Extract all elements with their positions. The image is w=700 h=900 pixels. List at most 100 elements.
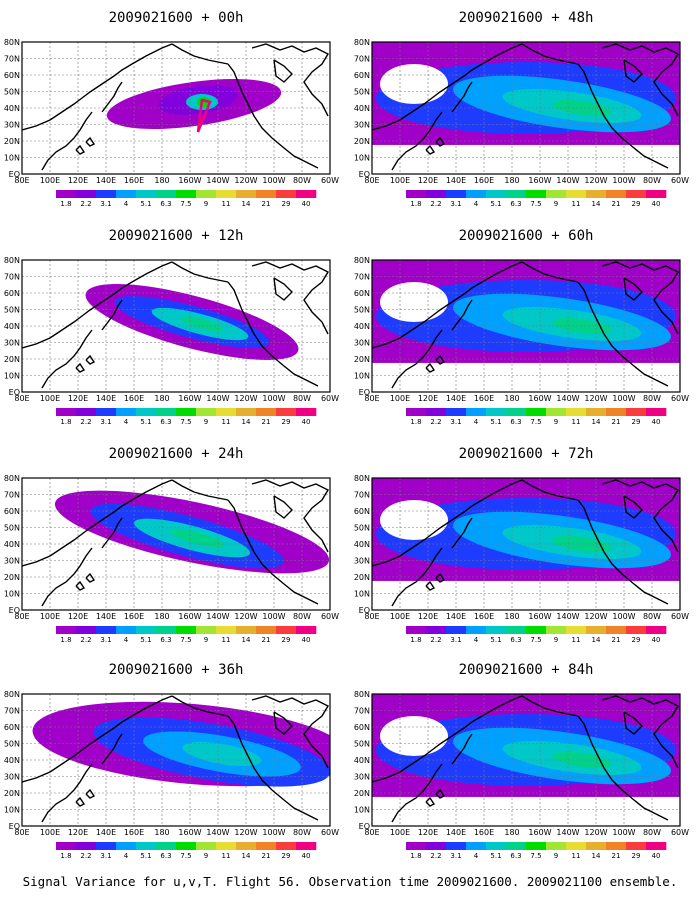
panel-title: 2009021600 + 60h bbox=[459, 228, 594, 244]
colorbar-label: 40 bbox=[302, 200, 311, 208]
colorbar-swatch bbox=[586, 626, 607, 634]
colorbar-label: 7.5 bbox=[180, 636, 191, 644]
colorbar-label: 40 bbox=[652, 636, 661, 644]
colorbar-label: 7.5 bbox=[530, 636, 541, 644]
colorbar-swatch bbox=[466, 408, 487, 416]
colorbar-swatch bbox=[406, 408, 427, 416]
colorbar-label: 7.5 bbox=[180, 418, 191, 426]
colorbar-label: 1.8 bbox=[410, 418, 421, 426]
y-tick-label: EQ bbox=[9, 822, 20, 831]
colorbar-swatch bbox=[236, 842, 257, 850]
x-tick-label: 140E bbox=[96, 828, 116, 837]
colorbar-label: 29 bbox=[282, 200, 291, 208]
y-tick-label: 40N bbox=[354, 104, 370, 113]
colorbar-label: 14 bbox=[592, 852, 601, 860]
x-tick-label: 120W bbox=[234, 828, 257, 837]
y-tick-label: 30N bbox=[4, 339, 20, 348]
colorbar-label: 5.1 bbox=[140, 636, 151, 644]
colorbar-swatch bbox=[546, 626, 567, 634]
colorbar-swatch bbox=[136, 190, 157, 198]
y-tick-label: 10N bbox=[354, 806, 370, 815]
colorbar-label: 1.8 bbox=[410, 852, 421, 860]
colorbar-swatch bbox=[276, 408, 297, 416]
y-tick-label: 70N bbox=[354, 273, 370, 282]
colorbar-label: 3.1 bbox=[450, 418, 461, 426]
x-tick-label: 100W bbox=[262, 176, 285, 185]
colorbar-label: 21 bbox=[612, 418, 621, 426]
panel-title: 2009021600 + 12h bbox=[109, 228, 244, 244]
x-tick-label: 120W bbox=[584, 828, 607, 837]
colorbar-label: 11 bbox=[572, 636, 581, 644]
x-tick-label: 100W bbox=[262, 394, 285, 403]
colorbar-label: 4 bbox=[474, 636, 479, 644]
colorbar-label: 1.8 bbox=[60, 636, 71, 644]
colorbar-label: 1.8 bbox=[410, 200, 421, 208]
y-tick-label: 50N bbox=[4, 306, 20, 315]
colorbar-swatch bbox=[546, 842, 567, 850]
colorbar-label: 9 bbox=[204, 200, 208, 208]
colorbar-swatch bbox=[506, 842, 527, 850]
colorbar-swatch bbox=[56, 626, 77, 634]
x-tick-label: 160E bbox=[474, 828, 494, 837]
colorbar-label: 11 bbox=[222, 852, 231, 860]
colorbar-swatch bbox=[196, 190, 217, 198]
y-tick-label: 80N bbox=[354, 256, 370, 265]
colorbar-label: 9 bbox=[204, 636, 208, 644]
colorbar-swatch bbox=[406, 190, 427, 198]
colorbar-label: 9 bbox=[554, 418, 558, 426]
colorbar-swatch bbox=[276, 626, 297, 634]
colorbar-swatch bbox=[646, 190, 667, 198]
colorbar-label: 4 bbox=[124, 636, 129, 644]
map-frame bbox=[21, 693, 331, 827]
colorbar-swatch bbox=[426, 626, 447, 634]
x-tick-label: 180 bbox=[154, 828, 169, 837]
colorbar-swatch bbox=[156, 190, 177, 198]
x-tick-label: 140W bbox=[556, 394, 579, 403]
x-tick-label: 80E bbox=[364, 394, 379, 403]
x-tick-label: 160W bbox=[178, 176, 201, 185]
x-tick-label: 160W bbox=[178, 394, 201, 403]
x-tick-label: 100W bbox=[262, 612, 285, 621]
colorbar-label: 14 bbox=[242, 418, 251, 426]
y-tick-label: 20N bbox=[4, 137, 20, 146]
x-tick-label: 80W bbox=[643, 394, 661, 403]
colorbar-swatch bbox=[466, 626, 487, 634]
y-tick-label: 60N bbox=[4, 289, 20, 298]
map-frame bbox=[371, 41, 681, 175]
colorbar-swatch bbox=[626, 408, 647, 416]
y-tick-label: 80N bbox=[4, 38, 20, 47]
colorbar-swatch bbox=[466, 842, 487, 850]
colorbar-label: 1.8 bbox=[410, 636, 421, 644]
colorbar-label: 9 bbox=[204, 852, 208, 860]
colorbar-swatch bbox=[256, 408, 277, 416]
x-tick-label: 140E bbox=[446, 828, 466, 837]
colorbar-label: 11 bbox=[222, 200, 231, 208]
colorbar-label: 4 bbox=[474, 418, 479, 426]
colorbar-swatch bbox=[526, 842, 547, 850]
y-tick-label: 20N bbox=[354, 573, 370, 582]
x-tick-label: 100E bbox=[390, 828, 410, 837]
panel-title: 2009021600 + 84h bbox=[459, 662, 594, 678]
y-tick-label: 70N bbox=[4, 491, 20, 500]
x-tick-label: 80E bbox=[364, 176, 379, 185]
x-tick-label: 120E bbox=[418, 176, 438, 185]
y-tick-label: 50N bbox=[4, 740, 20, 749]
x-tick-label: 120W bbox=[584, 612, 607, 621]
colorbar-label: 14 bbox=[592, 200, 601, 208]
colorbar-label: 14 bbox=[242, 636, 251, 644]
colorbar-label: 4 bbox=[124, 200, 129, 208]
colorbar-label: 3.1 bbox=[450, 200, 461, 208]
x-tick-label: 100W bbox=[612, 176, 635, 185]
x-tick-label: 180 bbox=[504, 612, 519, 621]
colorbar-swatch bbox=[586, 408, 607, 416]
map-panel: 2009021600 + 60h 80E 100E 120E 140E 160E 180 16… bbox=[354, 228, 689, 426]
colorbar-label: 40 bbox=[302, 852, 311, 860]
x-tick-label: 100E bbox=[390, 612, 410, 621]
x-tick-label: 140W bbox=[556, 612, 579, 621]
colorbar-swatch bbox=[486, 842, 507, 850]
colorbar-label: 2.2 bbox=[430, 200, 441, 208]
colorbar-swatch bbox=[76, 190, 97, 198]
colorbar-swatch bbox=[406, 842, 427, 850]
x-tick-label: 80W bbox=[293, 612, 311, 621]
x-tick-label: 100E bbox=[40, 394, 60, 403]
